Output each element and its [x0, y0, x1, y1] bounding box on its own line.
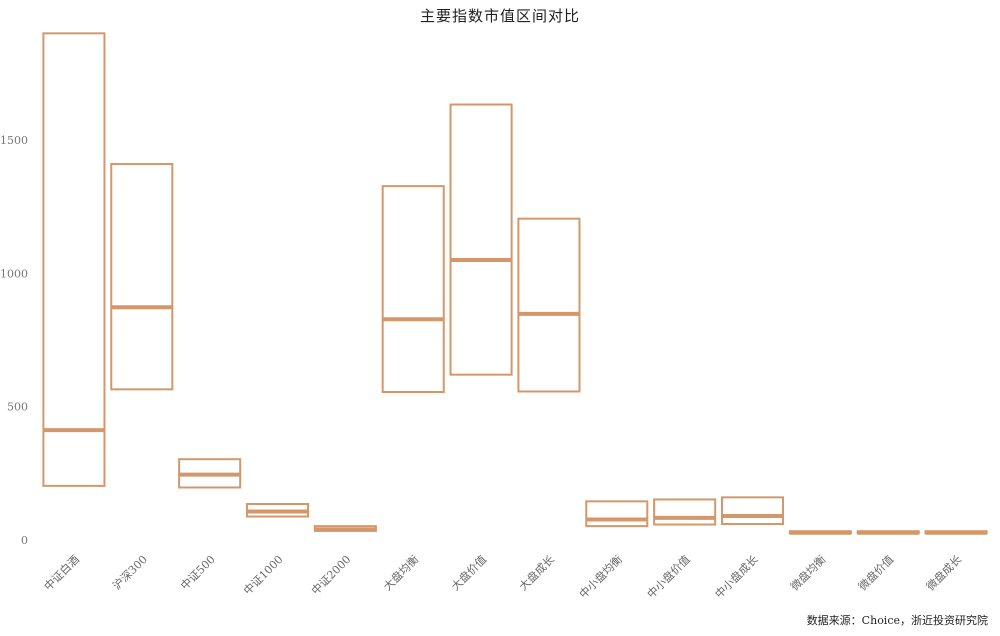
category-label: 中小盘均衡	[576, 552, 625, 601]
y-tick-label: 1000	[0, 267, 28, 280]
category-label: 沪深300	[110, 552, 150, 592]
range-box	[653, 498, 717, 526]
range-box	[42, 32, 106, 487]
category-label: 中小盘价值	[644, 552, 693, 601]
category-label: 微盘成长	[923, 552, 964, 593]
range-box	[720, 496, 785, 526]
chart-title: 主要指数市值区间对比	[419, 7, 580, 25]
category-label: 中证1000	[241, 553, 286, 598]
category-label: 中小盘成长	[712, 552, 761, 601]
category-label: 中证白酒	[41, 552, 82, 593]
category-label: 中证500	[178, 553, 218, 593]
y-tick-label: 500	[7, 401, 28, 414]
range-box	[517, 217, 581, 393]
range-box	[110, 163, 174, 391]
category-label: 微盘均衡	[787, 552, 828, 593]
y-tick-label: 1500	[0, 134, 28, 147]
category-label: 大盘均衡	[380, 552, 421, 593]
category-label: 微盘价值	[855, 552, 896, 593]
category-label: 中证2000	[309, 553, 354, 598]
range-box	[585, 500, 649, 528]
range-box	[381, 185, 445, 393]
y-tick-label: 0	[21, 534, 28, 547]
source-note: 数据来源：Choice，浙近投资研究院	[806, 614, 988, 627]
range-box	[449, 103, 513, 376]
category-label: 大盘价值	[448, 552, 489, 593]
category-label: 大盘成长	[516, 552, 557, 593]
